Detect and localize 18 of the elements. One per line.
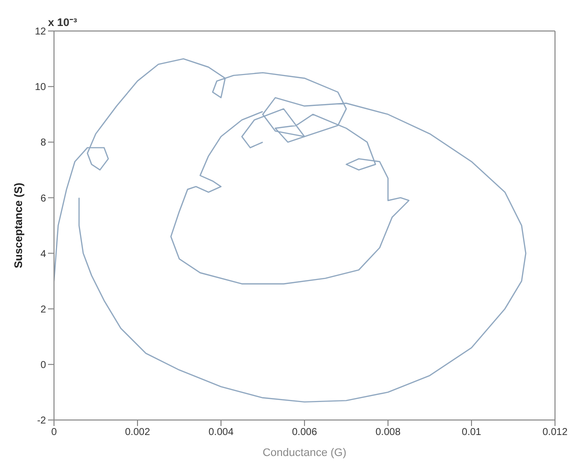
x-tick-label: 0.004 [208, 427, 234, 438]
text: x 10⁻³ [48, 17, 78, 29]
y-axis-title: Susceptance (S) [12, 182, 25, 268]
y-tick-label: 8 [40, 138, 46, 149]
y-tick-label: 10 [34, 82, 46, 94]
y-tick-label: 4 [40, 248, 46, 260]
x-tick-label: 0.002 [124, 427, 150, 438]
x-tick-label: 0.006 [292, 427, 318, 438]
x-axis-title: Conductance (G) [262, 447, 346, 459]
y-tick-label: 6 [40, 193, 46, 204]
y-tick-label: -2 [37, 416, 46, 427]
y-tick-label: 2 [40, 304, 46, 316]
x-tick-label: 0.008 [375, 427, 401, 438]
x-tick-label: 0.01 [462, 427, 482, 438]
y-tick-label: 12 [34, 26, 46, 38]
y-tick-label: 0 [40, 360, 46, 371]
x-tick-label: 0.012 [542, 427, 568, 438]
x-tick-label: 0 [51, 427, 58, 438]
